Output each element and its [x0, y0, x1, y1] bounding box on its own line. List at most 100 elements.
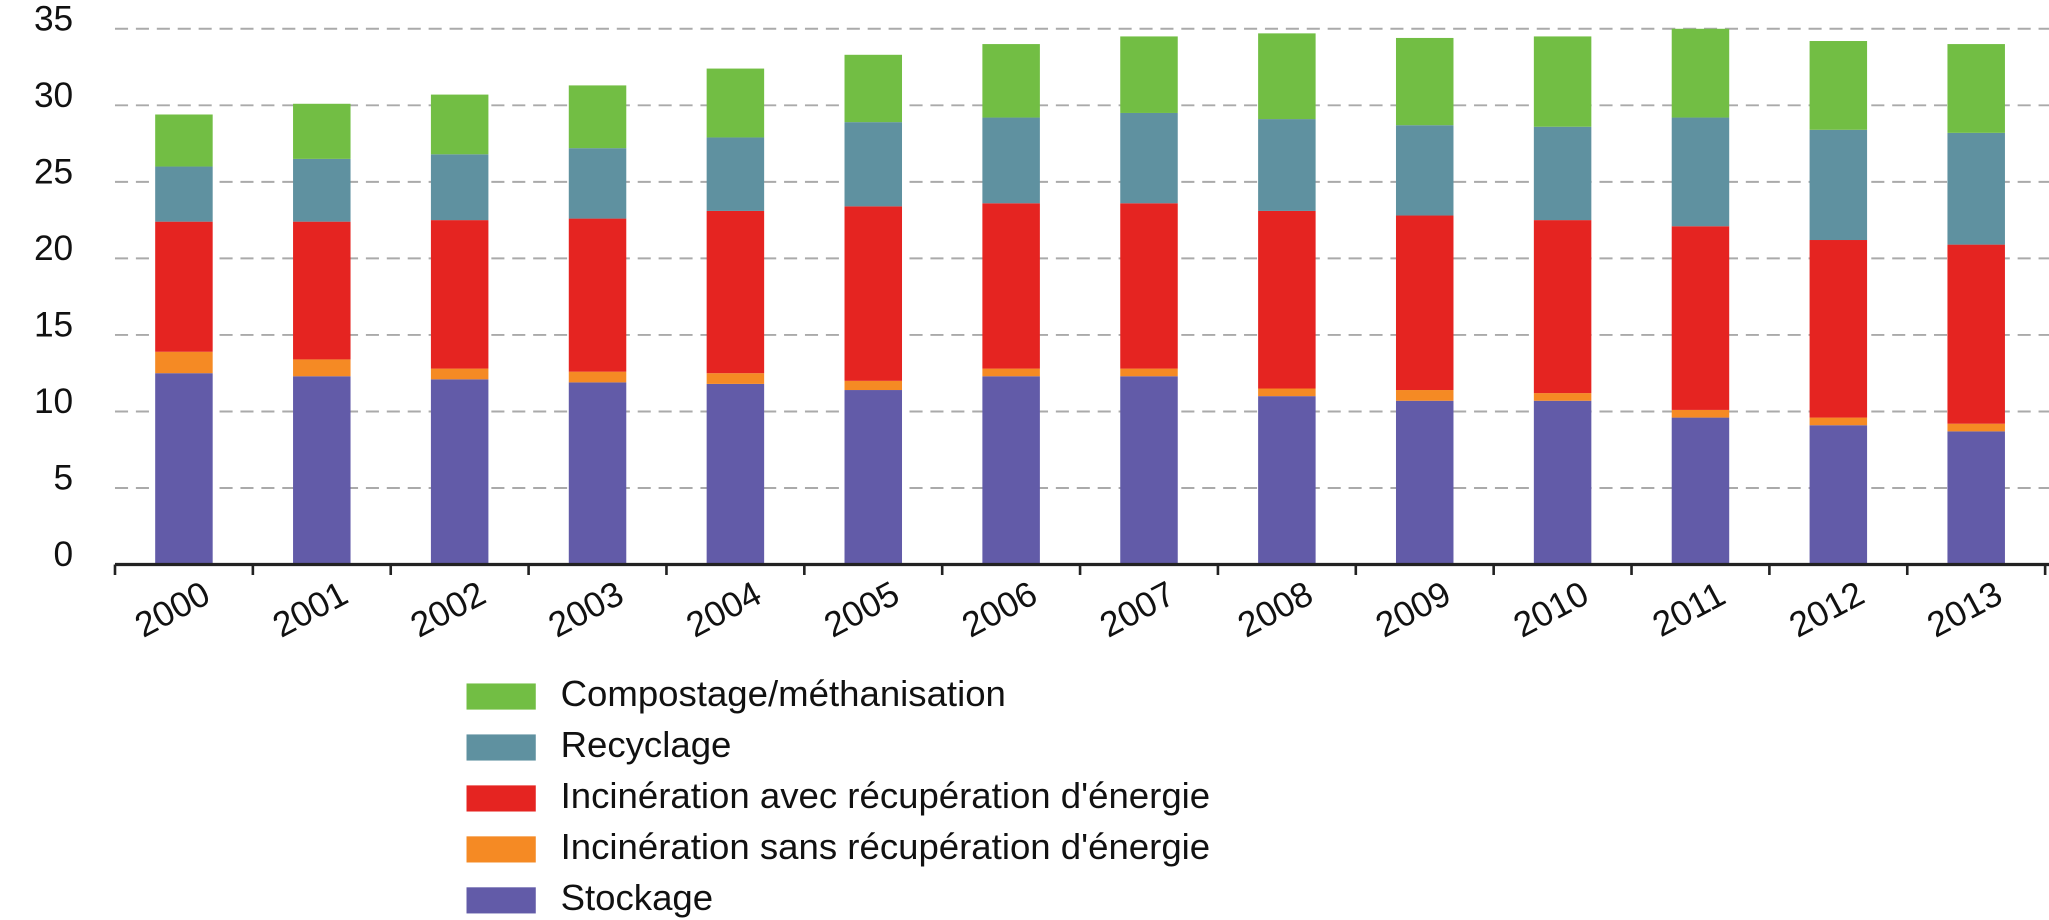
legend-label: Recyclage	[561, 724, 732, 765]
bar-segment	[1395, 37, 1454, 126]
bar-segment	[982, 376, 1040, 565]
bar-segment	[1947, 244, 2005, 424]
y-tick-label: 20	[34, 229, 73, 268]
bar-segment	[155, 373, 213, 565]
bar-segment	[1258, 119, 1316, 211]
legend-swatch	[466, 785, 536, 812]
bar-segment	[1671, 417, 1730, 565]
bar-segment	[293, 221, 351, 360]
bar-segment	[1947, 44, 2005, 133]
bar-segment	[1258, 396, 1316, 565]
bar-segment	[1258, 33, 1316, 120]
bar-segment	[1258, 210, 1316, 389]
bar-segment	[568, 148, 627, 219]
bar-segment	[1533, 393, 1592, 401]
bar-segment	[1395, 125, 1454, 216]
bar-segment	[1947, 132, 2005, 245]
bar-segment	[1533, 220, 1592, 394]
bar-segment	[1671, 226, 1730, 410]
bar-segment	[1671, 409, 1730, 418]
y-tick-label: 35	[34, 0, 73, 38]
x-tick-label: 2004	[680, 574, 768, 645]
bar-segment	[293, 376, 351, 565]
legend-label: Stockage	[561, 877, 714, 918]
x-tick-label: 2002	[404, 574, 492, 645]
x-tick-label: 2000	[129, 574, 217, 645]
bar-segment	[568, 218, 627, 372]
legend-label: Compostage/méthanisation	[561, 673, 1006, 714]
bar-segment	[1533, 36, 1592, 127]
bar-segment	[844, 390, 903, 565]
bar-segment	[844, 122, 903, 207]
bar-segment	[430, 94, 489, 155]
legend-label: Incinération avec récupération d'énergie	[561, 775, 1211, 816]
x-tick-label: 2012	[1783, 574, 1871, 645]
bar-segment	[568, 85, 627, 149]
bar-segment	[706, 210, 765, 374]
x-tick-label: 2009	[1369, 574, 1457, 645]
bar-segment	[568, 371, 627, 383]
bar-segment	[982, 117, 1040, 204]
bar-segment	[1533, 126, 1592, 221]
bar-segment	[706, 68, 765, 138]
bar-segment	[1671, 117, 1730, 227]
bar-segment	[844, 206, 903, 381]
x-tick-label: 2008	[1232, 574, 1320, 645]
bar-segment	[293, 158, 351, 222]
bar-segment	[982, 44, 1040, 118]
bar-segment	[430, 220, 489, 369]
bar-segment	[155, 221, 213, 352]
bar-segment	[844, 54, 903, 123]
bar-segment	[706, 383, 765, 565]
y-tick-label: 10	[34, 382, 73, 421]
legend-swatch	[466, 683, 536, 710]
y-tick-label: 0	[54, 535, 74, 574]
bar-segment	[706, 137, 765, 211]
bar-segment	[1395, 400, 1454, 565]
bar-segment	[1809, 129, 1868, 241]
bar-segment	[1809, 417, 1868, 426]
bar-segment	[1258, 388, 1316, 397]
x-tick-label: 2011	[1646, 575, 1731, 645]
bar-segment	[1120, 112, 1178, 204]
y-tick-label: 5	[54, 458, 74, 497]
bar-segment	[1809, 240, 1868, 418]
bar-segment	[1809, 425, 1868, 565]
bar-segment	[430, 368, 489, 380]
bar-segment	[844, 380, 903, 391]
bar-segment	[568, 382, 627, 565]
bar-segment	[1120, 36, 1178, 113]
bar-segment	[1120, 203, 1178, 369]
y-tick-label: 25	[34, 152, 73, 191]
y-tick-label: 15	[34, 305, 73, 344]
x-tick-label: 2013	[1921, 574, 2009, 645]
x-tick-label: 2006	[956, 574, 1044, 645]
legend-swatch	[466, 734, 536, 761]
y-tick-label: 30	[34, 76, 73, 115]
bar-segment	[982, 203, 1040, 369]
bar-segment	[155, 351, 213, 374]
bar-segment	[155, 166, 213, 222]
legend-swatch	[466, 836, 536, 863]
bar-segment	[1671, 28, 1730, 118]
bar-segment	[1947, 431, 2005, 565]
bar-segment	[706, 373, 765, 384]
x-tick-label: 2005	[818, 574, 906, 645]
bar-segment	[155, 114, 213, 167]
bar-segment	[293, 359, 351, 377]
bar-segment	[1395, 215, 1454, 391]
legend-swatch	[466, 887, 536, 914]
bar-segment	[1947, 423, 2005, 432]
bar-segment	[293, 103, 351, 159]
bar-segment	[1809, 41, 1868, 130]
bar-segment	[1533, 400, 1592, 565]
bar-segment	[1120, 376, 1178, 565]
bar-segment	[1395, 390, 1454, 401]
x-tick-label: 2001	[267, 574, 355, 645]
legend-label: Incinération sans récupération d'énergie	[561, 826, 1211, 867]
x-tick-label: 2010	[1507, 574, 1595, 645]
x-tick-label: 2003	[542, 574, 630, 645]
bar-segment	[430, 379, 489, 565]
